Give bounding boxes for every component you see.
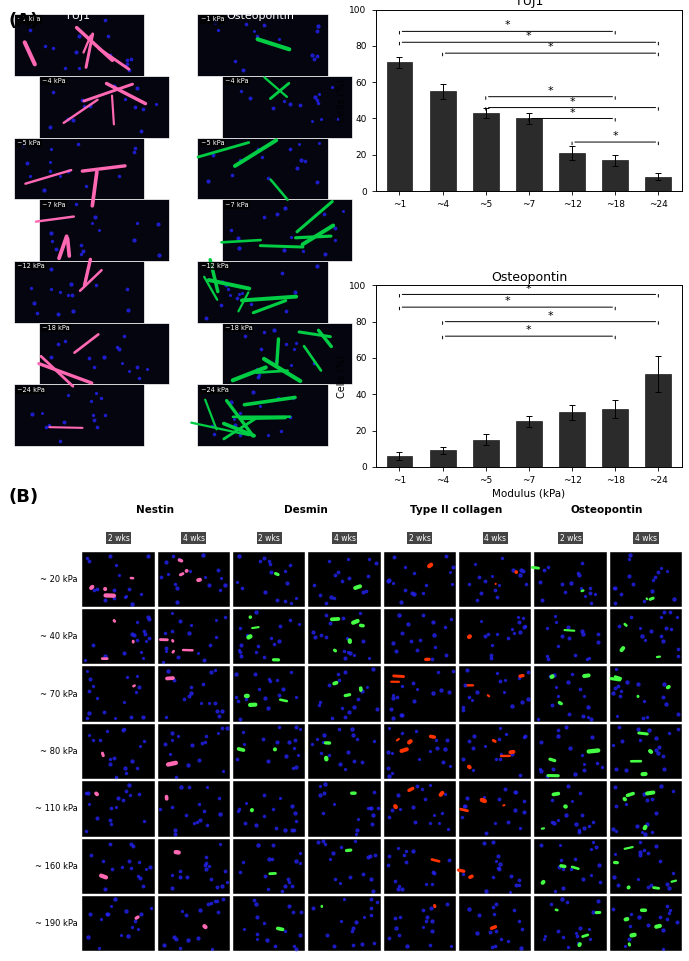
Text: *: * [548,42,553,52]
Text: *: * [548,86,553,96]
Text: *: * [613,131,618,141]
Bar [646,177,671,191]
Bar [602,408,628,467]
Text: *: * [548,310,553,321]
Text: Osteopontin: Osteopontin [570,505,643,515]
Y-axis label: Cells (%): Cells (%) [337,79,347,122]
Text: TUJ1: TUJ1 [65,11,90,21]
Text: ~18 kPa: ~18 kPa [225,325,253,331]
Bar [559,153,585,191]
Bar [222,323,352,384]
Bar [39,76,169,137]
Text: 2 wks: 2 wks [258,533,280,543]
Text: ~ 70 kPa: ~ 70 kPa [40,690,78,699]
Bar [430,451,455,467]
Text: *: * [526,283,532,293]
Bar [646,374,671,467]
Bar [559,412,585,467]
Text: ~4 kPa: ~4 kPa [42,78,65,85]
Text: *: * [526,325,532,335]
Text: *: * [504,296,510,307]
Text: 4 wks: 4 wks [183,533,205,543]
Text: ~7 kPa: ~7 kPa [42,202,65,208]
Text: Desmin: Desmin [283,505,327,515]
Bar [387,62,413,191]
Text: ~ 110 kPa: ~ 110 kPa [35,804,78,813]
Text: ~ 160 kPa: ~ 160 kPa [35,862,78,871]
Bar [430,91,455,191]
Bar [222,76,352,137]
Bar [516,422,542,467]
Text: *: * [569,97,575,107]
Text: *: * [526,32,532,41]
Text: ~5 kPa: ~5 kPa [17,140,41,146]
Title: TUJ1: TUJ1 [515,0,543,9]
Title: Osteopontin: Osteopontin [491,271,567,284]
Text: 2 wks: 2 wks [559,533,582,543]
Bar [473,113,499,191]
Bar [473,439,499,467]
Bar [14,14,144,76]
Bar [387,456,413,467]
Text: Nestin: Nestin [136,505,174,515]
Bar [14,137,144,199]
Bar [602,160,628,191]
Bar [197,384,327,446]
Bar [516,118,542,191]
Text: ~1 kPa: ~1 kPa [200,16,224,22]
Text: *: * [504,20,510,31]
Text: 2 wks: 2 wks [409,533,431,543]
Text: Type II collagen: Type II collagen [410,505,502,515]
Text: 4 wks: 4 wks [635,533,657,543]
Bar [14,384,144,446]
Text: ~5 kPa: ~5 kPa [200,140,225,146]
Text: ~1 kPa: ~1 kPa [17,16,41,22]
Text: (B): (B) [8,488,39,506]
Bar [197,137,327,199]
Text: ~7 kPa: ~7 kPa [225,202,249,208]
Text: *: * [569,108,575,117]
Y-axis label: Cells (%): Cells (%) [337,355,347,398]
Bar [197,14,327,76]
Text: ~ 80 kPa: ~ 80 kPa [40,747,78,756]
Text: ~4 kPa: ~4 kPa [225,78,249,85]
Bar [222,199,352,261]
Text: ~24 kPa: ~24 kPa [17,386,45,393]
Text: ~24 kPa: ~24 kPa [200,386,229,393]
Bar [39,199,169,261]
Text: (A): (A) [8,12,39,30]
Bar [197,261,327,323]
X-axis label: Modulus (kPa): Modulus (kPa) [493,489,566,499]
Text: ~12 kPa: ~12 kPa [17,263,45,269]
Text: ~12 kPa: ~12 kPa [200,263,229,269]
Text: 2 wks: 2 wks [107,533,130,543]
Bar [14,261,144,323]
Text: ~ 190 kPa: ~ 190 kPa [35,920,78,928]
Bar [39,323,169,384]
Text: Osteopontin: Osteopontin [227,11,295,21]
Text: 4 wks: 4 wks [484,533,506,543]
Text: ~ 20 kPa: ~ 20 kPa [41,575,78,583]
Text: 4 wks: 4 wks [333,533,356,543]
Text: ~ 40 kPa: ~ 40 kPa [41,632,78,641]
Text: ~18 kPa: ~18 kPa [42,325,70,331]
